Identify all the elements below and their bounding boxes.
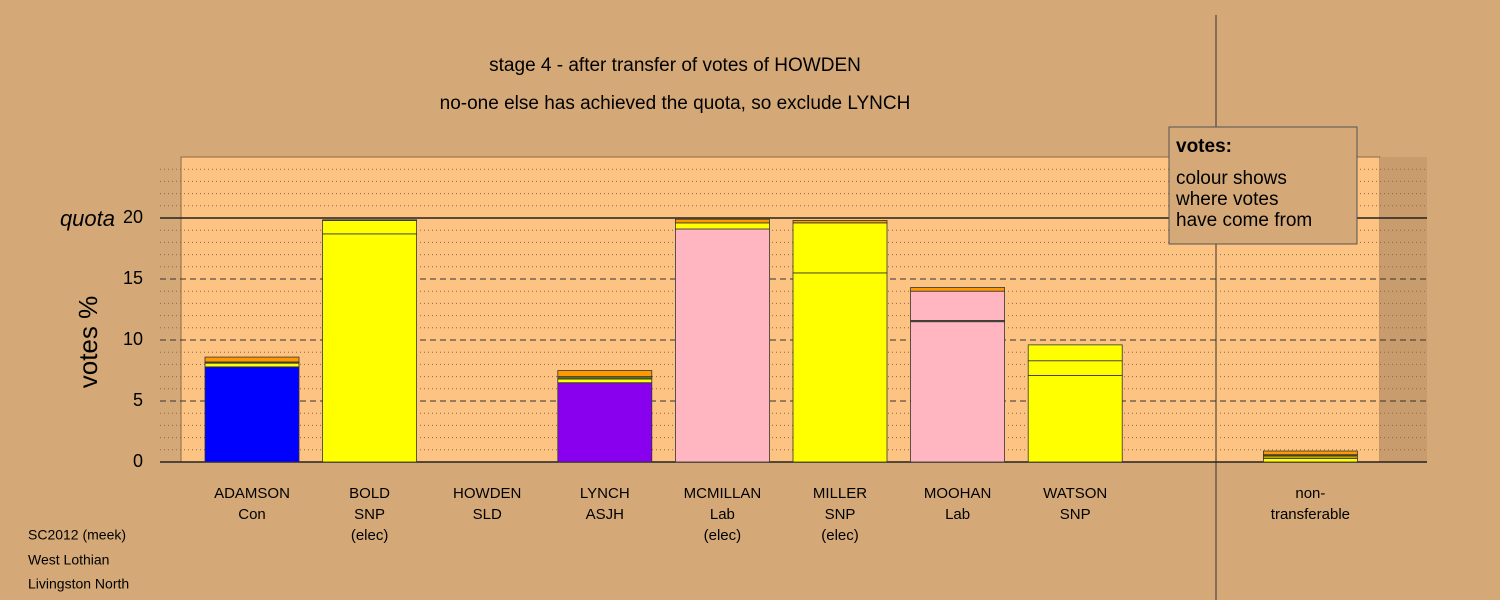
bar-segment (557, 370, 653, 377)
bar-segment (675, 218, 770, 224)
plot-margin (1380, 157, 1427, 462)
legend-box (1168, 126, 1358, 245)
x-tick-label: ASJH (586, 506, 624, 523)
x-tick-label: transferable (1271, 506, 1350, 523)
y-tick-label: 20 (123, 207, 143, 227)
x-tick-label: BOLD (349, 485, 390, 502)
bar-segment (1027, 374, 1123, 463)
y-tick-label: 15 (123, 268, 143, 288)
bar-segment (322, 233, 418, 463)
x-tick-label: HOWDEN (453, 485, 521, 502)
bar-segment (557, 382, 653, 463)
x-tick-label: MILLER (813, 485, 867, 502)
bar-segment (557, 378, 653, 384)
bar-segment (792, 222, 888, 274)
y-tick-label: 10 (123, 329, 143, 349)
chart-title: stage 4 - after transfer of votes of HOW… (489, 55, 861, 76)
y-axis-label: votes % (73, 296, 103, 389)
quota-label: quota (60, 206, 115, 231)
bar-segment (322, 219, 418, 221)
legend-line: have come from (1176, 210, 1312, 231)
y-tick-label: 5 (133, 390, 143, 410)
bar-segment (1027, 344, 1123, 362)
bar-segment (792, 272, 888, 463)
bar-segment (910, 290, 1005, 321)
x-tick-label: (elec) (821, 527, 859, 544)
x-tick-label: WATSON (1043, 485, 1107, 502)
bar-segment (204, 366, 300, 463)
legend-title: votes: (1176, 136, 1232, 157)
legend-line: where votes (1175, 189, 1278, 210)
x-tick-label: SLD (473, 506, 502, 523)
x-tick-label: LYNCH (580, 485, 630, 502)
x-tick-label: non- (1295, 485, 1325, 502)
footer-line: West Lothian (28, 552, 109, 568)
x-tick-label: Con (238, 506, 266, 523)
bar-segment (322, 220, 418, 235)
x-tick-label: MOOHAN (924, 485, 992, 502)
bar-segment (675, 222, 770, 230)
bar-segment (204, 362, 300, 368)
legend-line: colour shows (1176, 168, 1287, 189)
bar-segment (1263, 457, 1358, 463)
x-tick-label: (elec) (704, 527, 742, 544)
bar-segment (910, 321, 1005, 463)
x-tick-label: Lab (710, 506, 735, 523)
bar-segment (910, 287, 1005, 292)
x-tick-label: SNP (354, 506, 385, 523)
bar-segment (792, 220, 888, 224)
bar-segment (675, 228, 770, 463)
x-tick-label: Lab (945, 506, 970, 523)
y-tick-label: 0 (133, 451, 143, 471)
legend: votes: colour shows where votes have com… (1168, 126, 1358, 245)
x-tick-label: ADAMSON (214, 485, 290, 502)
x-tick-label: SNP (1060, 506, 1091, 523)
bar-segment (1263, 450, 1358, 456)
footer-line: Livingston North (28, 576, 129, 592)
chart-subtitle: no-one else has achieved the quota, so e… (440, 93, 911, 114)
bar-segment (204, 356, 300, 363)
x-tick-label: MCMILLAN (684, 485, 762, 502)
bar-segment (1027, 360, 1123, 376)
x-tick-label: (elec) (351, 527, 389, 544)
footer-line: SC2012 (meek) (28, 527, 126, 543)
x-tick-label: SNP (825, 506, 856, 523)
